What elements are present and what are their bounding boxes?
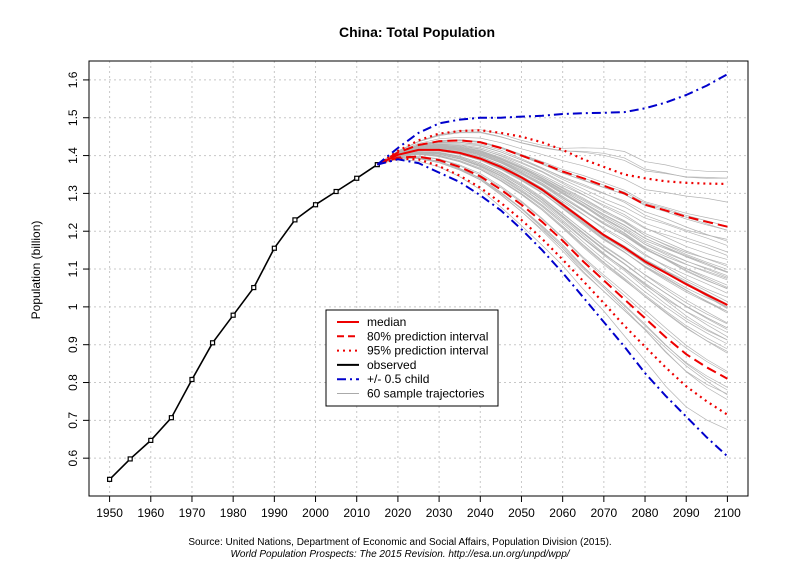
sample-trajectory [377,154,728,354]
y-tick-label: 1.5 [66,109,80,126]
axes: 1950 1960 1970 1980 1990 2000 2010 2020 2030 2040… [66,60,749,520]
y-tick-label: 0.7 [66,412,80,429]
observed-point [354,175,360,181]
sample-trajectory [377,136,728,203]
sample-trajectory [377,153,728,350]
source-line-2: World Population Prospects: The 2015 Rev… [230,549,570,560]
95-prediction-interval-upper-line [376,129,728,185]
sample-trajectory [377,151,728,324]
sample-trajectory [377,144,728,265]
x-tick-label: 2100 [714,506,741,520]
x-tick-label: 2090 [673,506,700,520]
sample-trajectory [377,147,728,289]
y-tick-label: 0.8 [66,374,80,391]
sample-trajectory [377,129,728,172]
y-tick-label: 0.6 [66,450,80,467]
sample-trajectory [377,144,728,260]
80-prediction-interval-lower-line [376,155,728,380]
sample-trajectory [377,148,728,298]
sample-trajectory [377,157,728,396]
observed-point [189,376,195,383]
sample-trajectory [377,157,728,388]
x-tick-label: 2000 [302,506,329,520]
observed-point [271,245,277,251]
observed-point [168,415,174,421]
sample-trajectory [377,144,728,256]
sample-trajectory [377,155,728,374]
sample-trajectory [377,153,728,345]
observed-point [106,476,113,482]
y-axis-label: Population (billion) [29,221,43,320]
x-tick-label: 2010 [343,506,370,520]
y-tick-label: 1.4 [66,147,80,164]
x-tick-label: 1950 [96,506,123,520]
sample-trajectory [377,145,728,270]
sample-trajectory [377,142,728,240]
x-tick-label: 2040 [467,506,494,520]
80-prediction-interval-upper-line [376,139,728,228]
x-tick-label: 2070 [590,506,617,520]
sample-trajectory [377,143,728,246]
legend-label: 80% prediction interval [367,329,488,343]
y-tick-label: 1 [66,303,80,310]
series-lines [106,73,729,482]
observed-point [209,340,216,346]
sample-trajectory [377,155,728,372]
sample-trajectory [377,132,728,179]
plot-frame [88,60,749,497]
y-tick-label: 1.3 [66,185,80,202]
y-tick-label: 1.2 [66,223,80,240]
legend-label: 95% prediction interval [367,344,488,358]
x-tick-label: 1980 [220,506,247,520]
grid-lines [89,61,748,496]
source-line-1: Source: United Nations, Department of Ec… [188,537,611,548]
x-tick-label: 2030 [426,506,453,520]
sample-trajectory [377,152,728,341]
observed-point [333,188,339,195]
y-tick-label: 0.9 [66,336,80,353]
sample-trajectory [377,148,728,294]
y-tick-label: 1.6 [66,71,80,88]
sample-trajectory [377,145,728,273]
-0-5-child-lower-line [377,158,729,458]
x-tick-label: 2050 [508,506,535,520]
sample-trajectory [377,151,728,329]
sample-trajectory [377,152,728,333]
observed-point [127,456,133,462]
sample-trajectory [377,151,728,329]
x-tick-label: 1990 [261,506,288,520]
observed-point [292,217,298,223]
observed-line [109,163,378,480]
x-tick-label: 1970 [179,506,206,520]
x-tick-label: 2060 [549,506,576,520]
median-line [376,148,728,306]
sample-trajectory [377,146,728,277]
-0-5-child-upper-line [376,73,728,166]
x-tick-label: 2020 [385,506,412,520]
observed-point [312,202,319,208]
legend-box [325,309,499,407]
chart-title: China: Total Population [339,24,495,40]
legend-label: median [367,315,406,329]
95-prediction-interval-lower-line [376,157,728,416]
x-tick-label: 1960 [137,506,164,520]
observed-point [230,312,236,318]
observed-point [148,437,154,443]
legend-label: observed [367,358,416,372]
observed-point [251,284,257,291]
y-tick-label: 1.1 [66,260,80,277]
x-tick-label: 2080 [632,506,659,520]
legend-label: 60 sample trajectories [367,387,484,401]
legend-label: +/- 0.5 child [367,372,429,386]
